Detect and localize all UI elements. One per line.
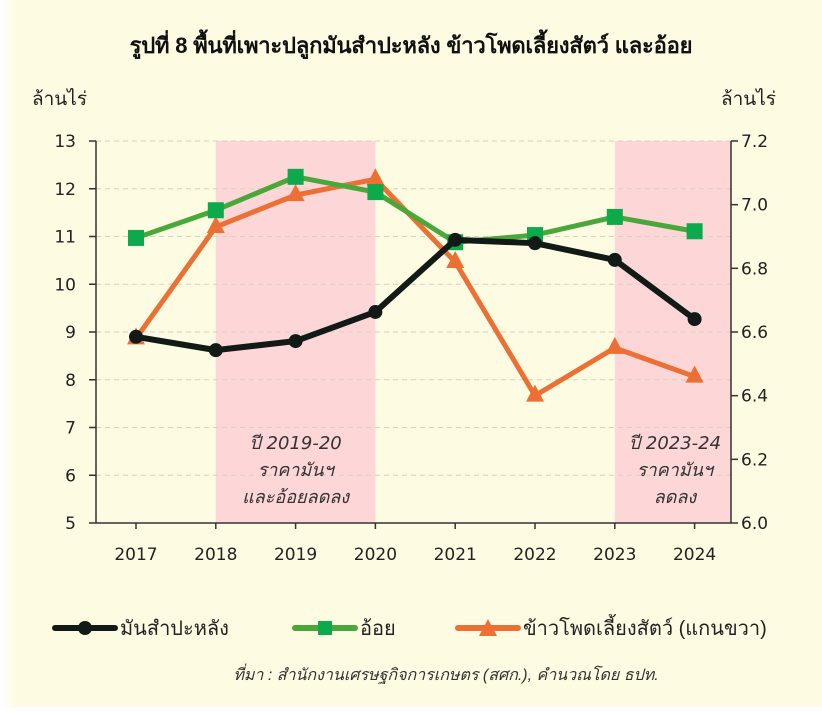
- right-tick-label: 7.0: [741, 196, 768, 216]
- x-tick-label: 2017: [114, 545, 157, 565]
- legend-item-sugarcane: อ้อย: [292, 613, 396, 643]
- x-tick-label: 2023: [593, 545, 636, 565]
- x-tick-label: 2020: [354, 545, 397, 565]
- x-tick-label: 2024: [673, 545, 716, 565]
- data-point-triangle: [526, 384, 544, 402]
- data-point-square: [686, 223, 703, 240]
- data-point-triangle: [286, 184, 305, 202]
- legend-label-cassava: มันสำปะหลัง: [120, 618, 229, 640]
- data-point-circle: [208, 343, 223, 358]
- data-point-circle: [129, 329, 143, 344]
- x-tick-label: 2019: [274, 545, 317, 565]
- data-point-circle: [607, 252, 622, 267]
- data-point-square: [207, 202, 224, 219]
- left-tick-label: 6: [65, 466, 76, 486]
- right-axis-unit: ล้านไร่: [720, 89, 776, 110]
- right-tick-label: 6.8: [741, 259, 768, 279]
- axes: 5 6 7 8 9 10 11 12 13 6.0 6.2 6.4 6.6 6.8 7.0 7.2 2017 20…: [54, 132, 768, 565]
- left-tick-label: 12: [54, 180, 76, 200]
- data-point-circle: [528, 236, 542, 251]
- data-point-square: [606, 208, 623, 225]
- annotation-text: ปี 2023-24: [629, 433, 721, 454]
- legend-label-corn: ข้าวโพดเลี้ยงสัตว์ (แกนขวา): [523, 618, 767, 640]
- chart-title: รูปที่ 8 พื้นที่เพาะปลูกมันสำปะหลัง ข้าว…: [129, 33, 693, 58]
- x-tick-label: 2021: [434, 545, 477, 565]
- data-point-triangle: [685, 365, 704, 383]
- data-point-circle: [368, 304, 383, 319]
- data-point-circle: [448, 232, 463, 247]
- data-point-circle: [687, 312, 702, 327]
- series-lines: [127, 168, 704, 402]
- data-point-square: [367, 184, 384, 201]
- series-line: [133, 176, 698, 399]
- left-tick-label: 8: [65, 371, 76, 391]
- data-point-triangle: [605, 336, 624, 354]
- series-circle: [129, 232, 702, 358]
- data-point-triangle: [366, 168, 385, 186]
- annotation-text: ราคามันฯ: [637, 460, 715, 481]
- legend: มันสำปะหลัง อ้อย ข้าวโพดเลี้ยงสัตว์ (แกน…: [0, 613, 822, 643]
- circle-marker-icon: [52, 621, 118, 635]
- data-point-circle: [288, 334, 303, 349]
- data-point-triangle: [206, 215, 225, 233]
- left-tick-label: 13: [54, 132, 76, 152]
- square-marker-icon: [292, 621, 358, 635]
- data-point-triangle: [446, 250, 465, 268]
- annotation-text: ราคามันฯ: [257, 460, 335, 481]
- legend-item-cassava: มันสำปะหลัง: [52, 613, 229, 643]
- left-tick-label: 10: [54, 275, 76, 295]
- right-tick-label: 6.0: [741, 514, 768, 534]
- left-tick-label: 5: [65, 514, 76, 534]
- right-tick-label: 7.2: [741, 132, 768, 152]
- legend-item-corn: ข้าวโพดเลี้ยงสัตว์ (แกนขวา): [455, 613, 767, 643]
- series-line: [133, 236, 698, 354]
- legend-label-sugarcane: อ้อย: [360, 618, 396, 640]
- left-tick-label: 11: [54, 228, 76, 248]
- source-note: ที่มา : สำนักงานเศรษฐกิจการเกษตร (สศก.),…: [233, 667, 659, 684]
- panel-edge-fade: [0, 0, 14, 707]
- left-axis-unit: ล้านไร่: [32, 89, 88, 110]
- series-line: [133, 174, 698, 245]
- x-tick-label: 2022: [513, 545, 556, 565]
- annotation-text: และอ้อยลดลง: [242, 487, 350, 508]
- right-tick-label: 6.2: [741, 450, 768, 470]
- data-point-square: [287, 168, 304, 185]
- line-chart: 5 6 7 8 9 10 11 12 13 6.0 6.2 6.4 6.6 6.8 7.0 7.2 2017 20…: [54, 132, 768, 565]
- right-tick-label: 6.4: [741, 387, 768, 407]
- x-tick-label: 2018: [194, 545, 237, 565]
- right-tick-label: 6.6: [741, 323, 768, 343]
- annotation-text: ลดลง: [654, 487, 698, 508]
- gridlines: [96, 140, 731, 476]
- triangle-marker-icon: [455, 619, 521, 636]
- left-tick-label: 9: [65, 323, 76, 343]
- left-tick-label: 7: [65, 419, 76, 439]
- data-point-square: [128, 229, 144, 246]
- annotation-text: ปี 2019-20: [249, 433, 341, 454]
